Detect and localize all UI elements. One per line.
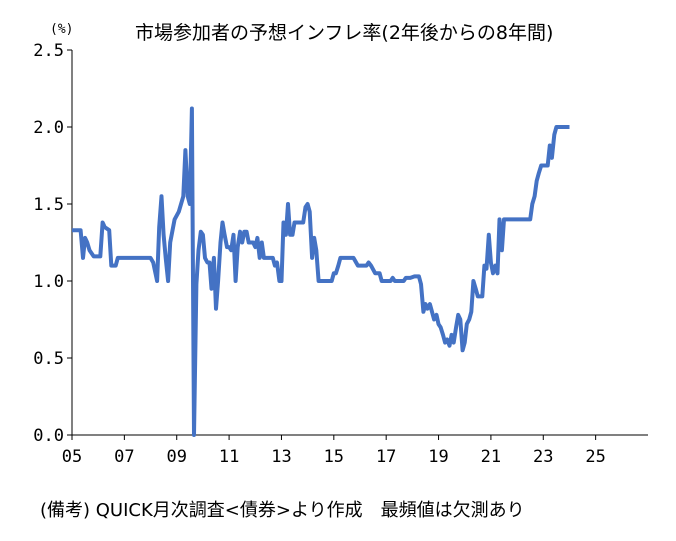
x-tick-label: 21 (481, 447, 501, 467)
x-tick-label: 23 (533, 447, 553, 467)
inflation-expectation-line (72, 106, 570, 437)
y-tick-label: 2.0 (33, 118, 64, 138)
x-tick-label: 05 (62, 447, 82, 467)
chart-title: 市場参加者の予想インフレ率(2年後からの8年間) (135, 22, 554, 44)
y-tick-label: 2.5 (33, 41, 64, 61)
x-tick-label: 07 (114, 447, 134, 467)
x-tick-labels: 05 07 09 11 13 15 17 19 21 23 25 (62, 447, 606, 467)
y-axis-unit: (%) (50, 22, 74, 37)
axes (67, 49, 648, 440)
y-tick-label: 1.5 (33, 195, 64, 215)
y-tick-label: 0.5 (33, 349, 64, 369)
x-tick-label: 13 (271, 447, 291, 467)
y-tick-labels: 0.0 0.5 1.0 1.5 2.0 2.5 (33, 41, 64, 446)
x-tick-label: 09 (166, 447, 186, 467)
x-tick-label: 15 (324, 447, 344, 467)
x-tick-label: 11 (219, 447, 239, 467)
y-tick-label: 0.0 (33, 426, 64, 446)
y-tick-label: 1.0 (33, 272, 64, 292)
source-note: (備考) QUICK月次調査<債券>より作成 最頻値は欠測あり (40, 500, 525, 521)
x-tick-label: 19 (428, 447, 448, 467)
series-group (72, 106, 570, 437)
x-tick-label: 25 (585, 447, 605, 467)
x-tick-label: 17 (376, 447, 396, 467)
